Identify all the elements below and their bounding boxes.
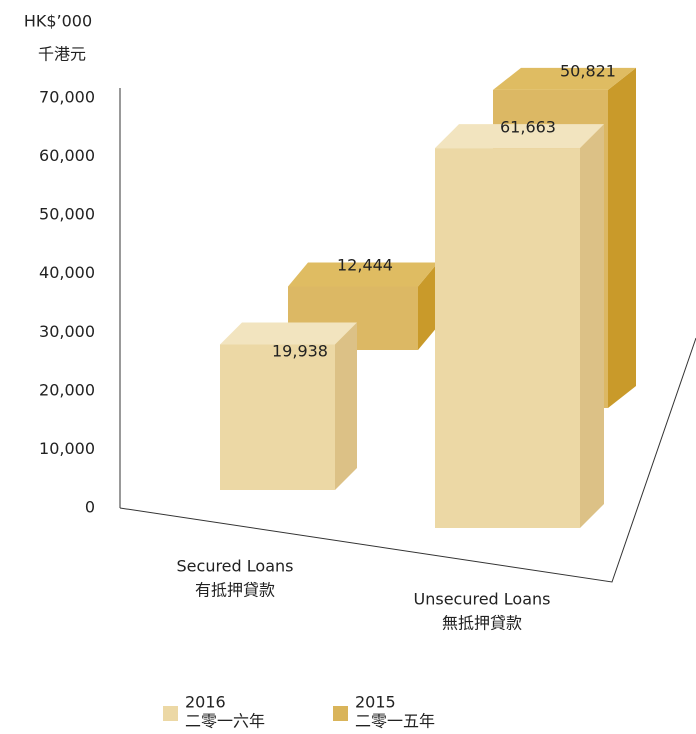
y-tick-label: 50,000 bbox=[39, 205, 95, 224]
x-tick-label: Secured Loans bbox=[177, 557, 294, 576]
value-label: 61,663 bbox=[500, 118, 556, 137]
legend-swatch bbox=[333, 706, 348, 721]
y-tick-label: 60,000 bbox=[39, 146, 95, 165]
bar-front bbox=[220, 344, 335, 490]
bar-top bbox=[493, 67, 636, 90]
bar-side bbox=[418, 262, 438, 350]
y-tick-label: 40,000 bbox=[39, 263, 95, 282]
bar-front bbox=[435, 148, 580, 528]
bar-side bbox=[335, 322, 357, 490]
bar-top bbox=[435, 124, 604, 149]
y-tick-label: 70,000 bbox=[39, 88, 95, 107]
value-label: 50,821 bbox=[560, 62, 616, 81]
x-tick-label-zh: 有抵押貸款 bbox=[195, 581, 275, 600]
y-tick-label: 30,000 bbox=[39, 322, 95, 341]
bar-top bbox=[288, 262, 438, 287]
floor bbox=[119, 337, 696, 583]
value-label: 12,444 bbox=[337, 256, 393, 275]
legend-swatch bbox=[163, 706, 178, 721]
bar-side bbox=[608, 67, 636, 409]
legend-label: 2016 bbox=[185, 693, 226, 712]
y-tick-label: 20,000 bbox=[39, 380, 95, 399]
bar-side bbox=[580, 124, 604, 529]
legend-label: 2015 bbox=[355, 693, 396, 712]
x-tick-label-zh: 無抵押貸款 bbox=[442, 614, 522, 633]
legend-label-zh: 二零一六年 bbox=[185, 712, 265, 731]
y-axis-title-zh: 千港元 bbox=[38, 45, 86, 64]
bar-top bbox=[220, 322, 357, 345]
x-tick-label: Unsecured Loans bbox=[414, 590, 551, 609]
value-label: 19,938 bbox=[272, 342, 328, 361]
legend-label-zh: 二零一五年 bbox=[355, 712, 435, 731]
y-tick-label: 10,000 bbox=[39, 439, 95, 458]
y-axis-title: HK$’000 bbox=[24, 12, 92, 31]
y-tick-label: 0 bbox=[85, 498, 95, 517]
